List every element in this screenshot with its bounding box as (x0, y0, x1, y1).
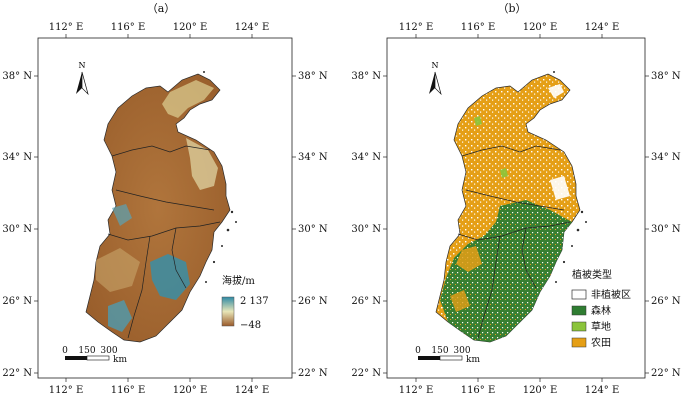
province-boundaries-b (457, 145, 571, 339)
scale-unit-a: km (113, 355, 127, 365)
scale-bar-b: 0 150 300 km (415, 346, 480, 365)
highland-tint-3 (112, 204, 132, 226)
tick-labels-b: 112° E 116° E 120° E 124° E 112° E 116° … (351, 22, 681, 396)
lat-tick-left-a-34: 34° N (2, 152, 32, 163)
legend-elevation-max: 2 137 (240, 296, 269, 307)
panel-b-vegetation-map: （b） (351, 2, 681, 396)
lat-tick-right-b-22: 22° N (651, 368, 681, 379)
legend-label-forest: 森林 (591, 304, 611, 317)
legend-vegetation-title: 植被类型 (572, 268, 612, 281)
panel-a-elevation-map: （a） N 海 (2, 2, 328, 396)
legend-item-grassland: 草地 (571, 320, 611, 333)
ticks-a (34, 34, 296, 382)
tick-labels-a: 112° E 116° E 120° E 124° E 112° E 116° … (2, 22, 328, 396)
lon-tick-top-a-120: 120° E (173, 22, 208, 33)
lat-tick-right-b-26: 26° N (651, 296, 681, 307)
legend-item-non-vegetation: 非植被区 (571, 288, 631, 301)
legend-swatch-cropland (571, 337, 587, 348)
lat-tick-left-b-30: 30° N (351, 224, 381, 235)
lat-tick-right-a-22: 22° N (298, 368, 328, 379)
islands-b (553, 71, 587, 283)
lat-tick-right-a-26: 26° N (298, 296, 328, 307)
lat-tick-left-a-38: 38° N (2, 71, 32, 82)
lat-tick-left-b-34: 34° N (351, 152, 381, 163)
lat-tick-left-a-26: 26° N (2, 296, 32, 307)
scale-tick-150-a: 150 (78, 346, 95, 356)
scale-bar-a: 0 150 300 km (62, 346, 127, 365)
ticks-b (383, 34, 649, 382)
scale-tick-150-b: 150 (431, 346, 448, 356)
lat-tick-left-b-22: 22° N (351, 368, 381, 379)
scale-tick-300-b: 300 (453, 346, 470, 356)
lat-tick-left-a-22: 22° N (2, 368, 32, 379)
lon-tick-top-b-120: 120° E (523, 22, 558, 33)
province-boundaries-a (107, 145, 221, 339)
lon-tick-top-b-124: 124° E (585, 22, 620, 33)
legend-item-cropland: 农田 (571, 336, 611, 349)
lon-tick-bottom-a-112: 112° E (49, 385, 84, 396)
highland-tint-1 (150, 254, 190, 300)
scale-tick-300-a: 300 (100, 346, 117, 356)
grass-patch-1 (474, 116, 482, 126)
plain-tint-east (186, 138, 218, 190)
forest-zone (440, 200, 572, 342)
lat-tick-right-b-30: 30° N (651, 224, 681, 235)
panel-a-label: （a） (147, 2, 176, 15)
lon-tick-bottom-b-112: 112° E (399, 385, 434, 396)
non-veg-patch-2 (550, 176, 570, 200)
lat-tick-right-a-38: 38° N (298, 71, 328, 82)
north-arrow-label-b: N (432, 61, 439, 70)
scale-tick-0-b: 0 (415, 346, 421, 356)
lon-tick-top-a-124: 124° E (235, 22, 270, 33)
highland-tint-2 (108, 300, 132, 332)
lon-tick-top-b-116: 116° E (461, 22, 496, 33)
legend-item-forest: 森林 (571, 304, 611, 317)
hill-tint (96, 248, 140, 292)
lat-tick-right-a-30: 30° N (298, 224, 328, 235)
legend-vegetation: 植被类型 非植被区 森林 草地 农田 (571, 268, 631, 349)
north-arrow-a: N (76, 61, 89, 96)
lat-tick-right-b-34: 34° N (651, 152, 681, 163)
lat-tick-right-b-38: 38° N (651, 71, 681, 82)
cropland-patch-1 (456, 246, 482, 272)
plain-tint-north (162, 80, 214, 118)
cropland-patch-2 (450, 290, 470, 312)
scale-tick-0-a: 0 (62, 346, 68, 356)
elevation-color-ramp (221, 296, 235, 327)
lon-tick-bottom-a-116: 116° E (111, 385, 146, 396)
north-arrow-b: N (429, 61, 442, 96)
islands-a (203, 71, 237, 283)
legend-swatch-non-vegetation (571, 289, 587, 300)
lon-tick-top-b-112: 112° E (399, 22, 434, 33)
legend-swatch-forest (571, 305, 587, 316)
non-veg-patch-1 (548, 84, 564, 98)
lon-tick-bottom-a-120: 120° E (173, 385, 208, 396)
lon-tick-bottom-a-124: 124° E (235, 385, 270, 396)
legend-elevation-title: 海拔/m (222, 274, 255, 287)
legend-label-grassland: 草地 (591, 320, 611, 333)
north-arrow-label-a: N (79, 61, 86, 70)
lat-tick-left-b-26: 26° N (351, 296, 381, 307)
legend-elevation: 海拔/m 2 137 −48 (221, 274, 269, 331)
legend-elevation-min: −48 (240, 320, 261, 331)
lat-tick-left-b-38: 38° N (351, 71, 381, 82)
legend-swatch-grassland (571, 321, 587, 332)
lat-tick-left-a-30: 30° N (2, 224, 32, 235)
scale-unit-b: km (466, 355, 480, 365)
lon-tick-top-a-116: 116° E (111, 22, 146, 33)
grass-patch-2 (500, 168, 508, 178)
lon-tick-bottom-b-120: 120° E (523, 385, 558, 396)
lon-tick-bottom-b-116: 116° E (461, 385, 496, 396)
legend-label-cropland: 农田 (591, 336, 611, 349)
lat-tick-right-a-34: 34° N (298, 152, 328, 163)
lon-tick-bottom-b-124: 124° E (585, 385, 620, 396)
legend-label-non-vegetation: 非植被区 (591, 288, 631, 301)
lon-tick-top-a-112: 112° E (49, 22, 84, 33)
panel-b-label: （b） (497, 2, 526, 15)
